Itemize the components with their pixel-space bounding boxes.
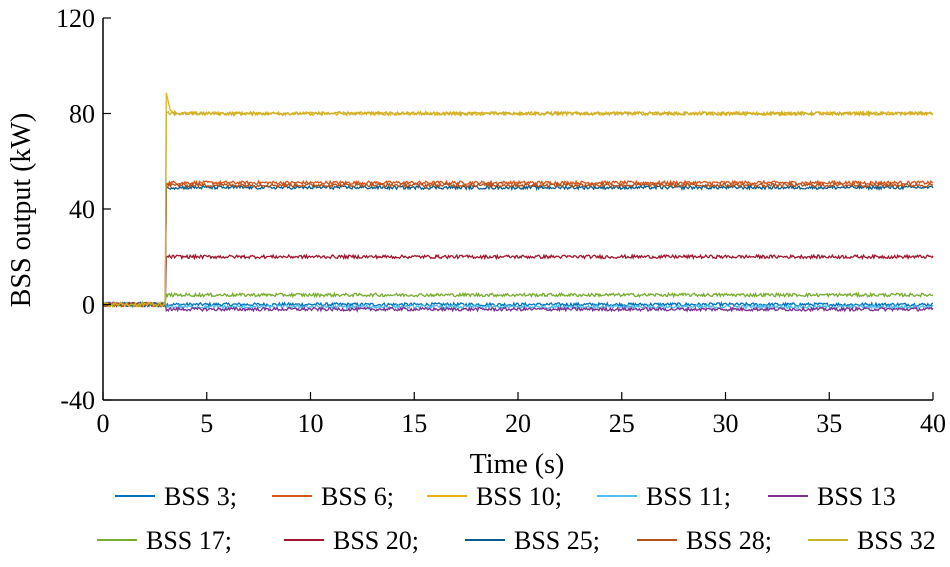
legend-entry-label: BSS 10; [476,482,562,511]
series-line-bss-6 [102,179,934,308]
legend-entry-label: BSS 28; [686,526,772,555]
series-line-bss-20 [102,253,934,309]
series-line-bss-25 [102,184,934,308]
legend-entry-label: BSS 6; [321,482,394,511]
axes [102,18,933,401]
x-tick-label: 30 [713,409,739,438]
series-line-bss-10 [102,92,934,309]
x-tick-label: 10 [298,409,324,438]
x-tick-label: 35 [816,409,842,438]
legend-entry-label: BSS 3; [164,482,237,511]
x-tick-label: 15 [401,409,427,438]
series-line-bss-13 [102,301,934,313]
series-line-bss-11 [102,300,934,311]
legend-entry-label: BSS 32 [857,526,936,555]
x-tick-label: 20 [505,409,531,438]
legend: BSS 3; BSS 6; BSS 10; BSS 11; BSS 13 BSS 17; B… [97,482,936,555]
y-tick-label: 0 [82,291,95,320]
legend-entry-label: BSS 25; [514,526,600,555]
x-axis-label: Time (s) [470,449,565,480]
y-tick-label: 80 [69,100,95,129]
legend-entry-label: BSS 11; [646,482,731,511]
x-tick-label: 5 [200,409,213,438]
y-tick-label: 120 [56,4,95,33]
y-tick-label: 40 [69,195,95,224]
y-axis-label: BSS output (kW) [6,113,37,307]
series-line-bss-17 [102,291,934,309]
legend-entry-label: BSS 13 [817,482,896,511]
legend-entry-label: BSS 20; [333,526,419,555]
plot-lines [102,92,934,313]
y-tick-label: -40 [60,386,95,415]
series-line-bss-3 [102,300,934,309]
legend-entry-label: BSS 17; [146,526,232,555]
series-line-bss-28 [102,181,934,308]
x-tick-label: 0 [97,409,110,438]
series-line-bss-32 [102,109,934,309]
x-tick-label: 25 [609,409,635,438]
x-tick-label: 40 [920,409,946,438]
